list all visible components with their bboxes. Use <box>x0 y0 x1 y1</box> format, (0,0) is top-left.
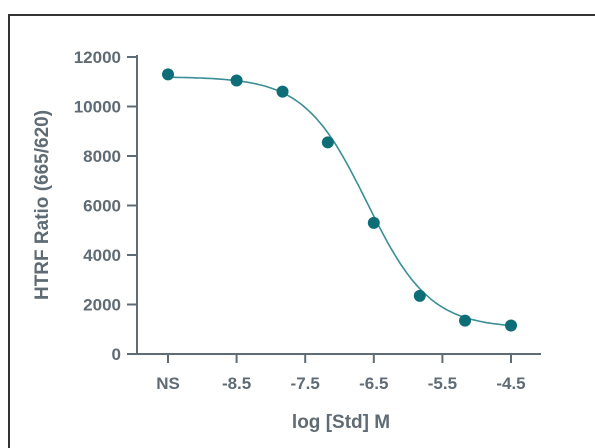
y-tick-label: 8000 <box>83 147 121 166</box>
data-point <box>162 68 174 81</box>
x-axis-title: log [Std] M <box>292 412 390 433</box>
data-point <box>505 319 517 332</box>
data-point <box>459 314 472 327</box>
x-tick-label: -4.5 <box>496 374 525 393</box>
x-tick-label: NS <box>156 374 180 393</box>
x-tick-label: -5.5 <box>428 374 457 393</box>
y-tick-label: 2000 <box>83 296 121 315</box>
y-tick-label: 0 <box>112 345 121 364</box>
axes <box>136 55 541 355</box>
fit-curve <box>167 76 512 327</box>
x-tick-label: -7.5 <box>291 374 320 393</box>
y-tick-label: 6000 <box>83 197 121 216</box>
data-point <box>230 74 243 87</box>
data-point <box>413 289 426 302</box>
data-point <box>276 85 289 98</box>
x-ticks: NS -8.5 -7.5 -6.5 -5.5 -4.5 <box>156 354 526 393</box>
y-ticks: 0 2000 4000 6000 8000 10000 12000 <box>74 48 137 364</box>
x-tick-label: -6.5 <box>359 374 388 393</box>
x-tick-label: -8.5 <box>222 374 251 393</box>
y-tick-label: 4000 <box>83 246 121 265</box>
data-points <box>162 68 517 332</box>
data-point <box>367 216 380 229</box>
data-point <box>321 136 334 149</box>
y-tick-label: 12000 <box>74 48 121 67</box>
y-tick-label: 10000 <box>74 98 121 117</box>
y-axis-title: HTRF Ratio (665/620) <box>32 110 53 300</box>
chart-frame <box>8 14 595 448</box>
